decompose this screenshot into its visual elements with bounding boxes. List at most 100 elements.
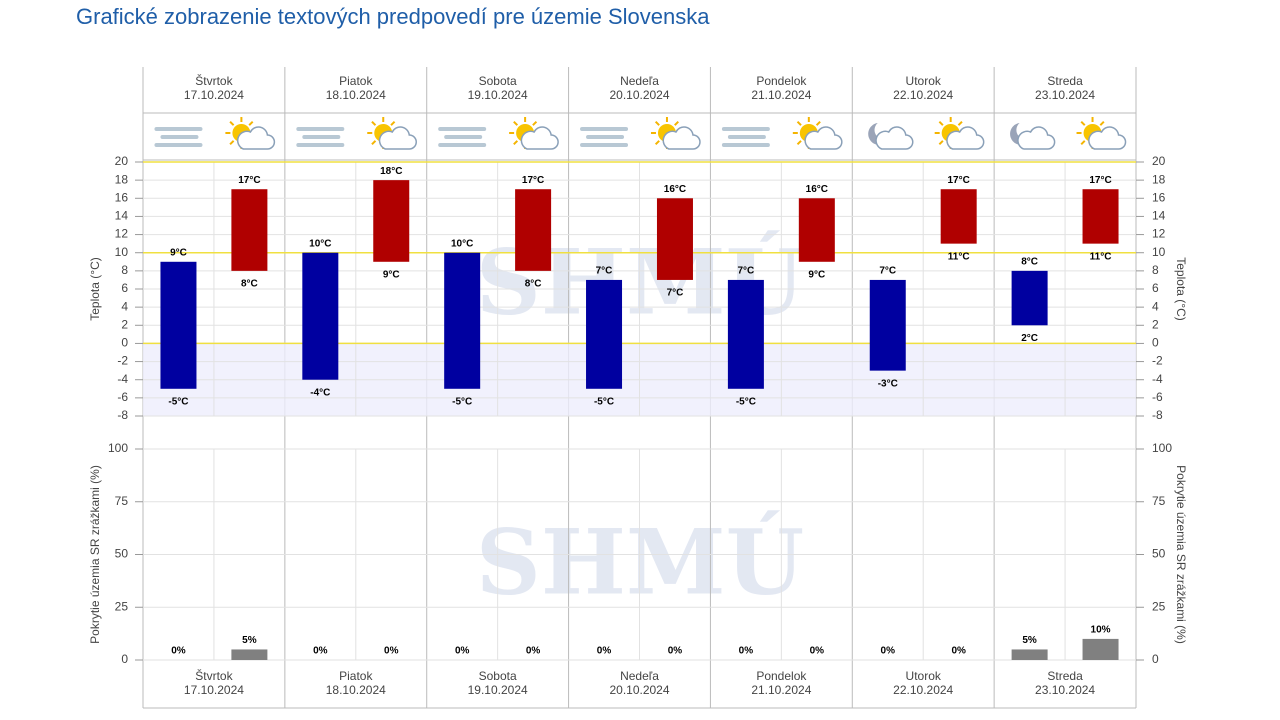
weather-icon	[438, 127, 487, 147]
value-label: 11°C	[1090, 251, 1112, 262]
weather-icon	[792, 117, 843, 150]
value-label: 9°C	[808, 269, 825, 280]
date-label: 19.10.2024	[468, 683, 528, 697]
temp-bar	[798, 198, 835, 262]
value-label: 0%	[384, 646, 399, 657]
y-tick-label-right: 75	[1152, 494, 1166, 508]
temp-bar	[302, 252, 339, 380]
sun-ray	[957, 120, 963, 126]
y-tick-label: 0	[121, 652, 128, 666]
value-label: 18°C	[380, 166, 402, 177]
value-label: 17°C	[238, 175, 260, 186]
y-tick-label: 75	[115, 494, 129, 508]
date-label: 17.10.2024	[184, 683, 244, 697]
value-label: 17°C	[522, 175, 544, 186]
weather-icon	[1076, 117, 1127, 150]
day-label: Štvrtok	[195, 668, 233, 683]
sun-ray	[796, 120, 802, 126]
cloud	[237, 126, 276, 150]
date-label: 23.10.2024	[1035, 683, 1095, 697]
y-tick-label-right: -2	[1152, 354, 1163, 368]
y-tick-label-right: 0	[1152, 336, 1159, 350]
precip-bar	[1011, 649, 1048, 660]
value-label: 11°C	[948, 251, 970, 262]
temp-bar	[869, 279, 906, 371]
temp-bar	[727, 279, 764, 389]
sun-ray	[1080, 120, 1086, 126]
day-label: Streda	[1047, 74, 1083, 88]
weather-icon	[868, 123, 914, 150]
y-tick-label-right: 2	[1152, 317, 1159, 331]
sun-ray	[513, 140, 519, 146]
value-label: 0%	[668, 646, 683, 657]
value-label: -4°C	[310, 387, 330, 398]
date-label: 18.10.2024	[326, 683, 386, 697]
sun-ray	[654, 120, 660, 126]
value-label: 16°C	[806, 184, 828, 195]
value-label: 17°C	[1089, 175, 1111, 186]
y-tick-label: 4	[121, 299, 128, 313]
value-label: -5°C	[736, 396, 756, 407]
y-tick-label: -8	[117, 408, 128, 422]
value-label: 5%	[242, 635, 257, 646]
value-label: 9°C	[383, 269, 400, 280]
date-label: 21.10.2024	[751, 88, 811, 102]
sun-ray	[248, 120, 254, 126]
sun-ray	[371, 140, 377, 146]
y-tick-label: 0	[121, 336, 128, 350]
weather-icon	[154, 127, 203, 147]
y-tick-label-right: 100	[1152, 441, 1172, 455]
value-label: 0%	[455, 646, 470, 657]
value-label: 8°C	[241, 278, 258, 289]
date-label: 19.10.2024	[468, 88, 528, 102]
temp-bar	[1082, 189, 1119, 244]
cloud	[662, 126, 701, 150]
y-tick-label: -2	[117, 354, 128, 368]
y-axis-title: Pokrytie územia SR zrážkami (%)	[88, 465, 102, 644]
weather-icon	[367, 117, 417, 150]
weather-icon	[225, 117, 276, 150]
day-label: Piatok	[339, 74, 373, 88]
day-label: Nedeľa	[620, 669, 659, 683]
y-tick-label: 20	[115, 154, 129, 168]
cloud	[1017, 126, 1056, 150]
y-tick-label: 12	[115, 227, 129, 241]
value-label: 10%	[1091, 625, 1111, 636]
value-label: 0%	[881, 646, 896, 657]
date-label: 20.10.2024	[609, 683, 669, 697]
y-tick-label: 8	[121, 263, 128, 277]
value-label: 7°C	[596, 266, 613, 277]
weather-icon	[721, 127, 770, 147]
page-title: Grafické zobrazenie textových predpovedí…	[76, 4, 710, 29]
y-tick-label: 100	[108, 441, 128, 455]
day-label: Streda	[1047, 669, 1083, 683]
value-label: -5°C	[594, 396, 614, 407]
value-label: 0%	[171, 646, 186, 657]
sun-ray	[532, 120, 538, 126]
temp-bar	[940, 189, 977, 244]
y-tick-label: 2	[121, 317, 128, 331]
y-tick-label: 25	[115, 599, 129, 613]
precip-bar	[1082, 638, 1119, 660]
temp-bar	[656, 198, 693, 280]
y-tick-label-right: 50	[1152, 547, 1166, 561]
value-label: 17°C	[948, 175, 970, 186]
day-label: Sobota	[479, 669, 517, 683]
weather-icon	[1010, 123, 1056, 150]
sun-ray	[1080, 140, 1086, 146]
y-tick-label-right: 4	[1152, 299, 1159, 313]
date-label: 22.10.2024	[893, 683, 953, 697]
day-label: Piatok	[339, 669, 373, 683]
date-label: 18.10.2024	[326, 88, 386, 102]
sun-ray	[938, 140, 944, 146]
date-label: 20.10.2024	[609, 88, 669, 102]
value-label: -5°C	[168, 396, 188, 407]
value-label: 16°C	[664, 184, 686, 195]
sun-ray	[390, 120, 396, 126]
temp-bar	[1011, 270, 1048, 326]
weather-icon	[580, 127, 629, 147]
temp-bar	[444, 252, 481, 389]
cloud	[1088, 126, 1127, 150]
